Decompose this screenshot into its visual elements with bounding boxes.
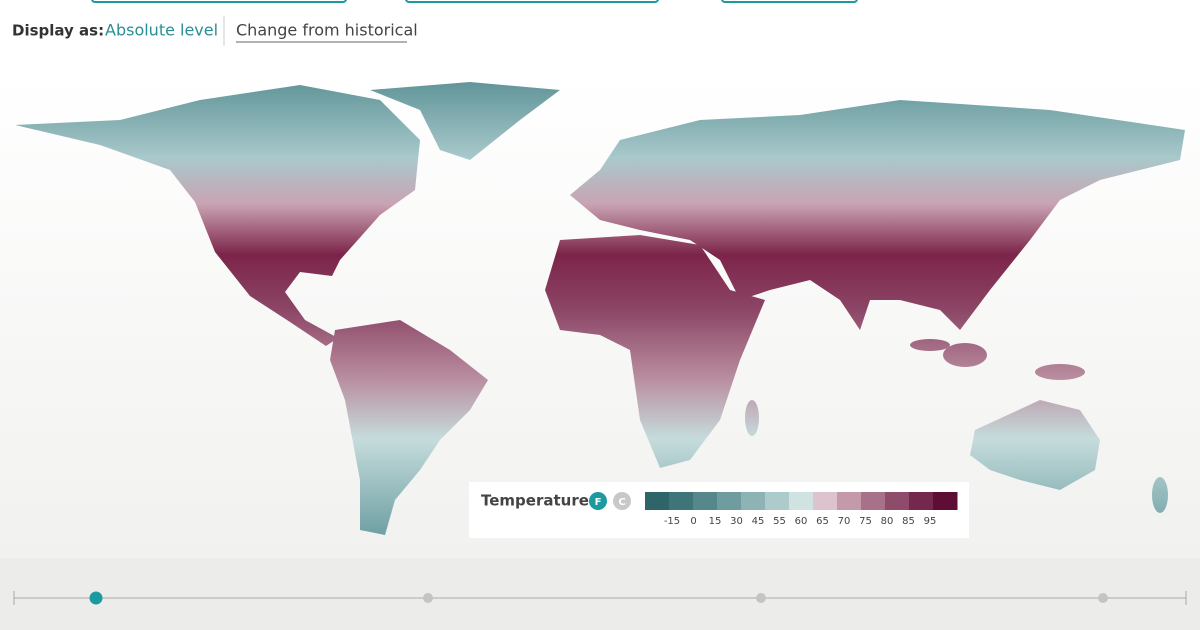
legend-tick-label: 45 (752, 516, 765, 527)
island (943, 343, 987, 367)
legend-swatch (645, 492, 670, 510)
legend-tick-label: 95 (924, 516, 937, 527)
display-option[interactable]: Absolute level (105, 21, 218, 40)
legend-swatch (717, 492, 742, 510)
legend-tick-label: 0 (690, 516, 696, 527)
legend-tick-label: 70 (838, 516, 851, 527)
legend-tick-label: 60 (795, 516, 808, 527)
legend-swatch (789, 492, 814, 510)
timeline-band (0, 558, 1200, 630)
legend-swatch (885, 492, 910, 510)
australia (970, 400, 1100, 490)
unit-label[interactable]: F (595, 497, 602, 508)
island (1152, 477, 1168, 513)
unit-toggle[interactable] (589, 492, 607, 510)
tab-button[interactable] (91, 0, 347, 3)
legend-swatch (669, 492, 694, 510)
legend-title: Temperature (481, 492, 589, 510)
legend-tick-label: 15 (709, 516, 722, 527)
map[interactable] (15, 82, 1185, 535)
legend-tick-label: 30 (730, 516, 743, 527)
africa (545, 235, 765, 468)
legend-tick-label: 85 (902, 516, 915, 527)
legend-swatch (909, 492, 934, 510)
eurasia (570, 100, 1185, 330)
display-option[interactable]: Change from historical (236, 21, 418, 40)
timeline-stop[interactable] (756, 593, 766, 603)
greenland (370, 82, 560, 160)
legend-tick-label: -15 (664, 516, 680, 527)
legend-scale: -15 0 15 30 45 55 60 65 70 75 80 85 95 (645, 492, 958, 527)
legend-swatch (861, 492, 886, 510)
legend-swatch (693, 492, 718, 510)
legend-tick-label: 80 (881, 516, 894, 527)
legend-tick-label: 75 (859, 516, 872, 527)
timeline-stop[interactable] (89, 591, 103, 605)
island (910, 339, 950, 351)
legend-swatch (765, 492, 790, 510)
timeline-stop[interactable] (1098, 593, 1108, 603)
legend-tick-label: 65 (816, 516, 829, 527)
timeline-stop[interactable] (423, 593, 433, 603)
tab-button[interactable] (721, 0, 858, 3)
legend-swatch (933, 492, 958, 510)
legend-tick-label: 55 (773, 516, 786, 527)
tab-button[interactable] (405, 0, 659, 3)
legend-swatch (741, 492, 766, 510)
unit-label[interactable]: C (618, 497, 625, 508)
legend-swatch (837, 492, 862, 510)
north-america (15, 85, 420, 346)
display-label: Display as: (12, 22, 104, 40)
south-america (330, 320, 488, 535)
unit-toggle[interactable] (613, 492, 631, 510)
island (1035, 364, 1085, 380)
legend-swatch (813, 492, 838, 510)
island (745, 400, 759, 436)
